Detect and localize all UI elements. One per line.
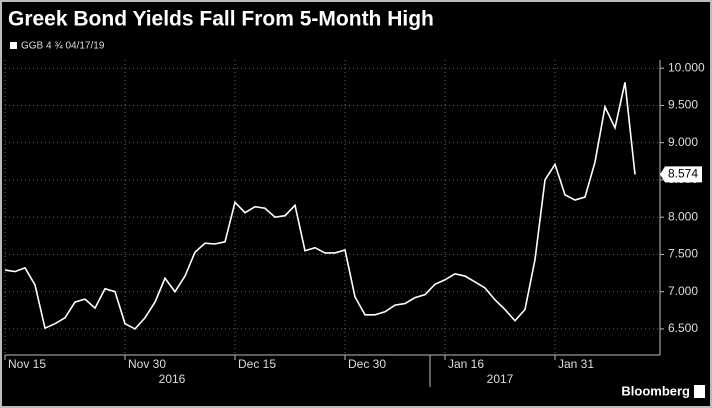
year-label: 2016 bbox=[159, 372, 186, 386]
x-tick-label: Dec 15 bbox=[238, 357, 276, 371]
x-tick-label: Dec 30 bbox=[348, 357, 386, 371]
legend-swatch bbox=[10, 42, 17, 49]
legend-label: GGB 4 ¾ 04/17/19 bbox=[21, 41, 105, 52]
y-tick-label: 7.000 bbox=[668, 284, 698, 298]
y-tick-label: 9.500 bbox=[668, 98, 698, 112]
x-tick-label: Jan 31 bbox=[558, 357, 594, 371]
chart-title: Greek Bond Yields Fall From 5-Month High bbox=[8, 8, 434, 31]
x-tick-label: Nov 15 bbox=[8, 357, 46, 371]
source: Bloomberg bbox=[621, 383, 690, 398]
last-value-box bbox=[660, 166, 702, 183]
y-tick-label: 7.500 bbox=[668, 247, 698, 261]
y-tick-label: 6.500 bbox=[668, 321, 698, 335]
y-tick-label: 10.000 bbox=[668, 60, 705, 74]
x-tick-label: Nov 30 bbox=[128, 357, 166, 371]
logo bbox=[694, 385, 705, 398]
series-line bbox=[4, 82, 636, 330]
x-tick-label: Jan 16 bbox=[448, 357, 484, 371]
last-value-label: 8.574 bbox=[668, 167, 698, 181]
year-label: 2017 bbox=[487, 372, 514, 386]
y-tick-label: 9.000 bbox=[668, 135, 698, 149]
y-tick-label: 8.000 bbox=[668, 209, 698, 223]
